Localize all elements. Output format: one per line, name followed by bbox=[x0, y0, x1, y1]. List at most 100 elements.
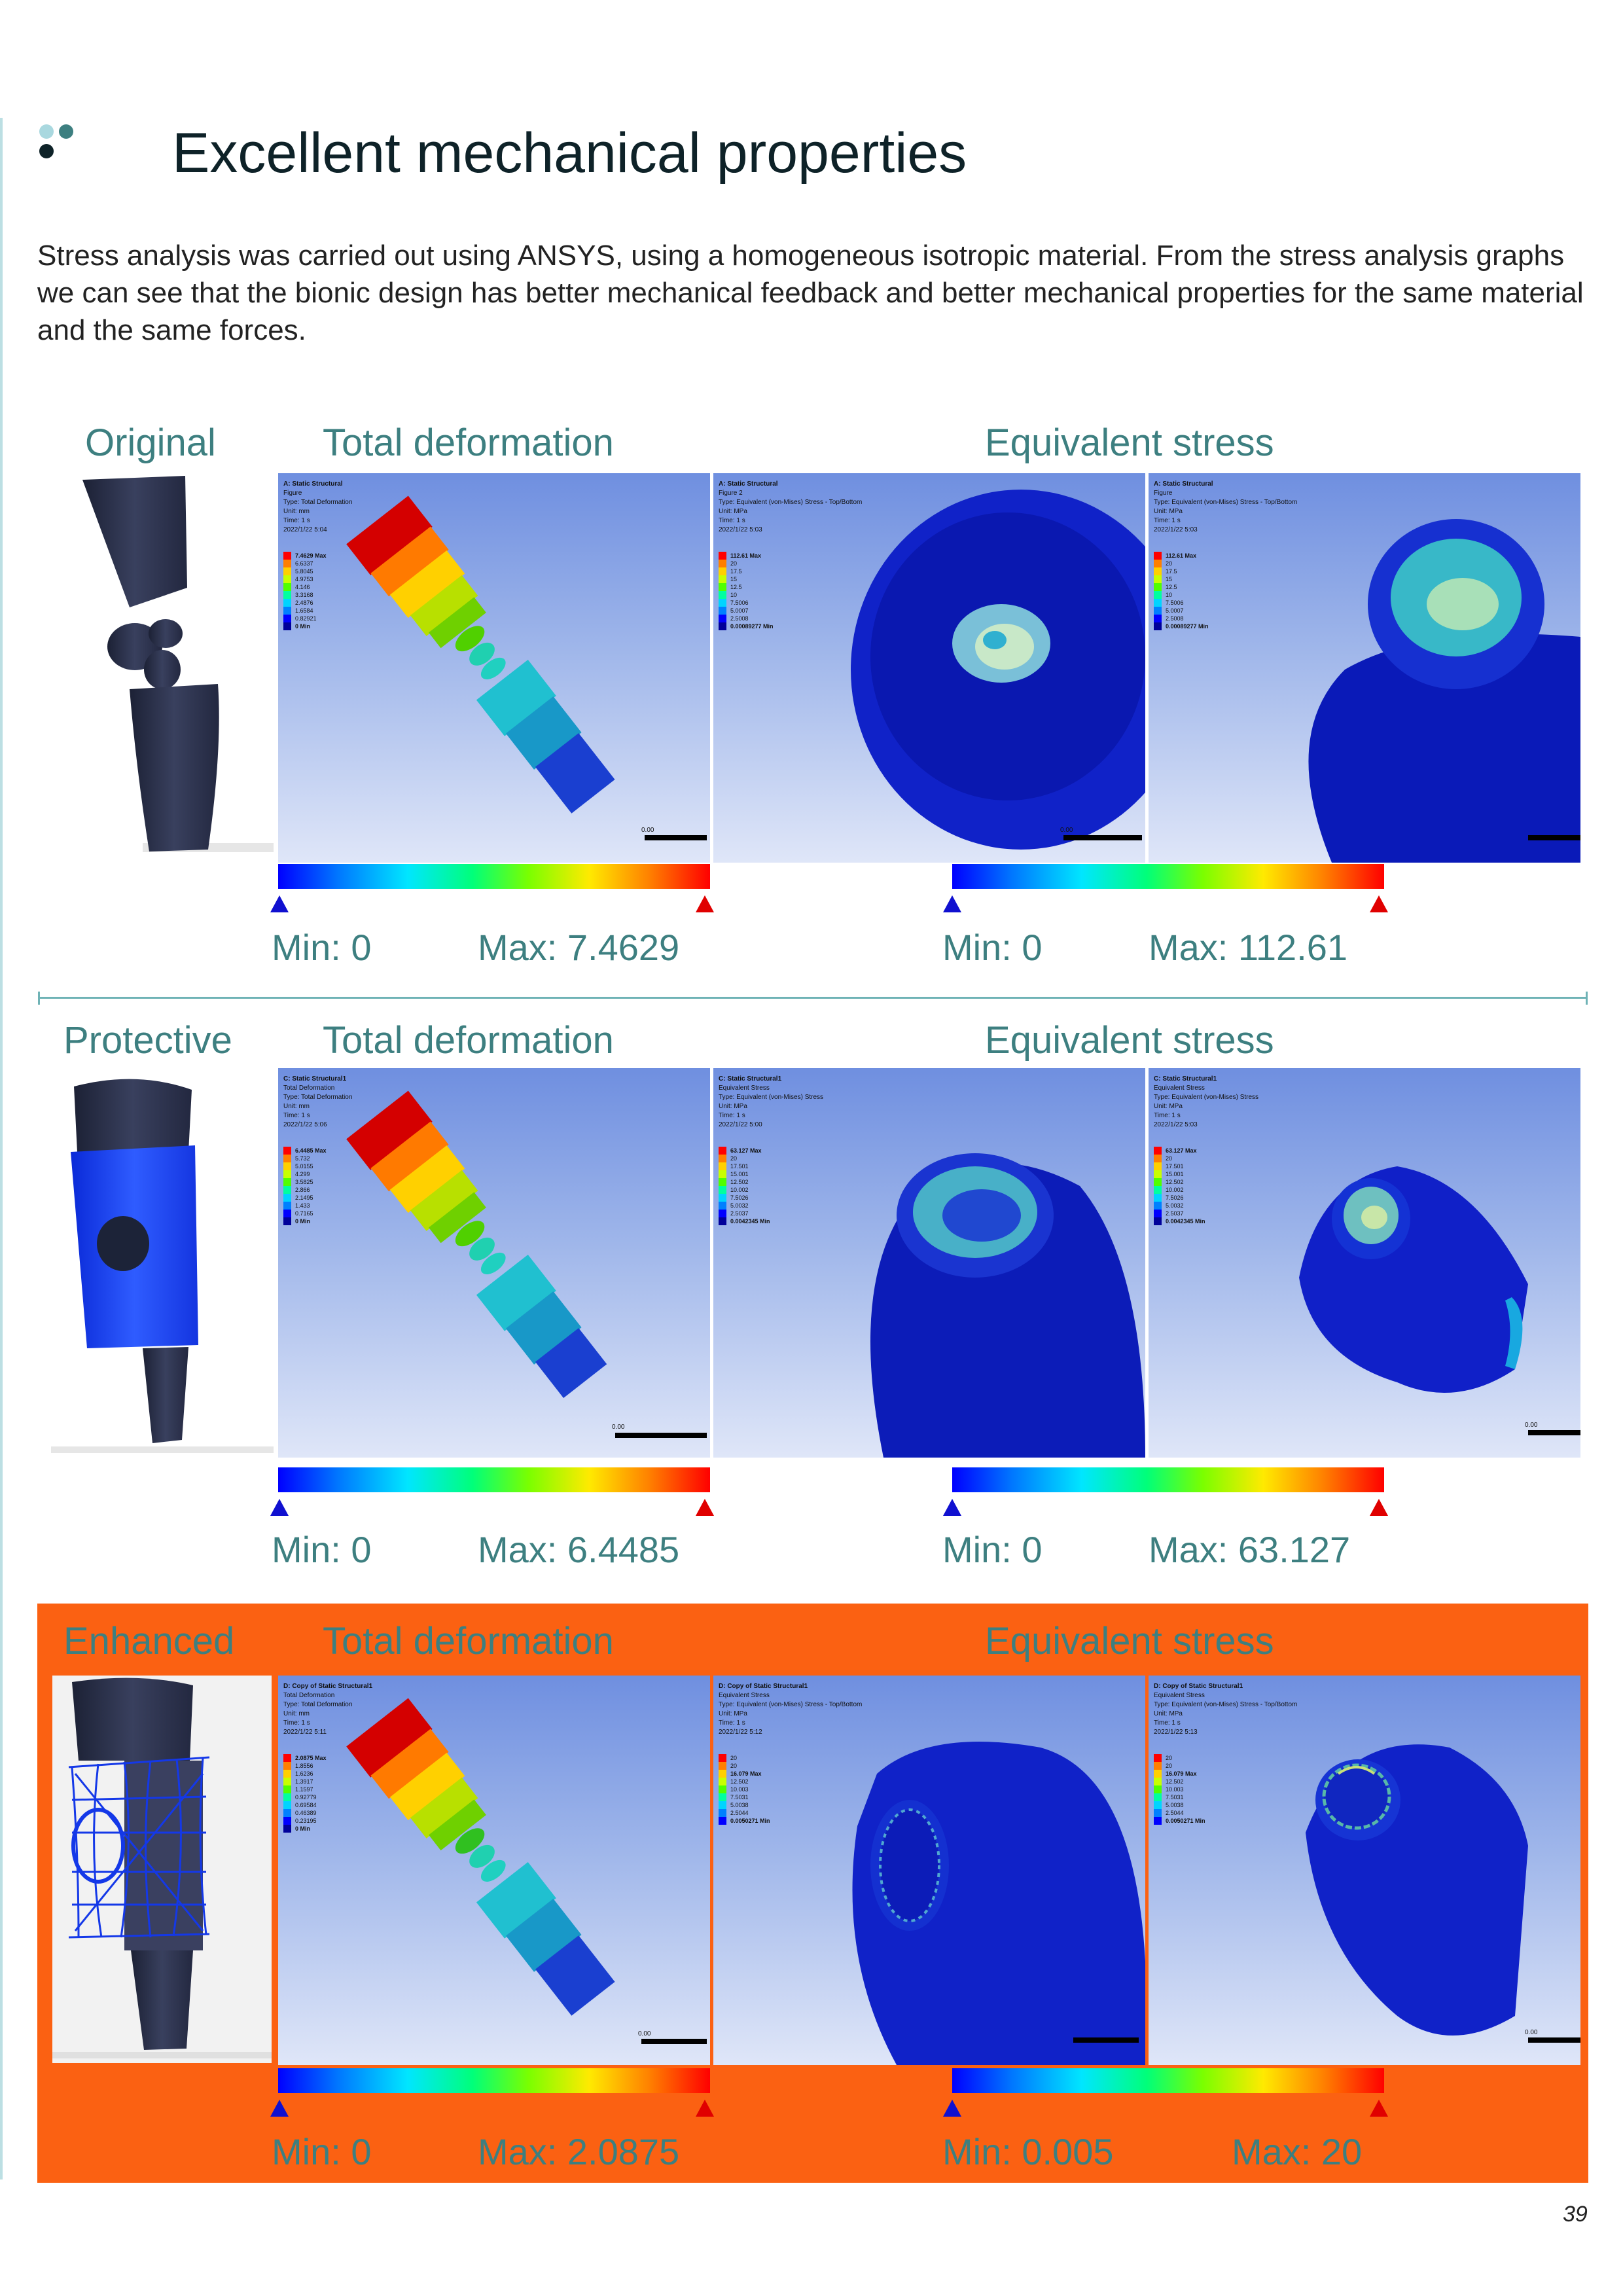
original-prosthesis-render bbox=[51, 473, 274, 859]
deformation-max-value: Max: 7.4629 bbox=[478, 927, 680, 968]
scale-bar bbox=[1528, 835, 1580, 840]
stress-color-bar bbox=[952, 2068, 1384, 2093]
max-marker bbox=[1370, 2100, 1388, 2117]
legend-swatches bbox=[719, 1147, 726, 1225]
scale-label: 0.00 bbox=[1525, 1422, 1538, 1429]
stress-max-value: Max: 112.61 bbox=[1149, 927, 1348, 968]
stress-model-render bbox=[1299, 1166, 1528, 1393]
header-total-deformation: Total deformation bbox=[323, 1620, 614, 1662]
color-legend: 6.4485 Max 5.732 5.0155 4.299 3.5825 2.866 2.1… bbox=[283, 1147, 327, 1225]
stress-color-bar bbox=[952, 1467, 1384, 1492]
panel-header: A: Static Structural Figure Type: Equivale… bbox=[1154, 480, 1298, 533]
deformation-model-render bbox=[346, 1090, 607, 1398]
legend-swatches bbox=[719, 1754, 726, 1825]
ansys-panel-enhanced-deformation: D: Copy of Static Structural1 Total Defor… bbox=[278, 1676, 710, 2065]
color-legend: 112.61 Max 20 17.5 15 12.5 10 7.5006 5.0007 2.50… bbox=[1154, 552, 1209, 630]
color-legend: 7.4629 Max 6.6337 5.8045 4.9753 4.146 3.3168 2… bbox=[283, 552, 327, 630]
logo-dot-dark bbox=[39, 144, 54, 158]
ansys-panel-original-stress-side: A: Static Structural Figure Type: Equivale… bbox=[1149, 473, 1580, 863]
header-total-deformation: Total deformation bbox=[323, 1019, 614, 1062]
deformation-min-value: Min: 0 bbox=[272, 2131, 372, 2172]
stress-model-render bbox=[852, 1742, 1145, 2065]
legend-swatches bbox=[719, 552, 726, 630]
header-total-deformation: Total deformation bbox=[323, 422, 614, 464]
stress-model-render bbox=[1306, 1744, 1528, 2036]
color-legend: 2.0875 Max 1.8556 1.6236 1.3917 1.1597 0.9277… bbox=[283, 1754, 327, 1833]
color-legend: 63.127 Max 20 17.501 15.001 12.502 10.002 7.50… bbox=[719, 1147, 770, 1225]
stress-color-bar bbox=[952, 864, 1384, 889]
scale-bar bbox=[615, 1433, 707, 1438]
scale-bar bbox=[1063, 835, 1142, 840]
divider-cap-left bbox=[38, 992, 40, 1005]
deformation-max-value: Max: 2.0875 bbox=[478, 2131, 680, 2172]
min-marker bbox=[943, 895, 961, 912]
stress-max-value: Max: 20 bbox=[1232, 2131, 1363, 2172]
panel-header: A: Static Structural Figure Type: Total De… bbox=[283, 480, 353, 533]
scale-bar bbox=[641, 2039, 707, 2044]
min-marker bbox=[270, 2100, 289, 2117]
row-label-original: Original bbox=[85, 422, 216, 464]
panel-header: D: Copy of Static Structural1 Equivalent … bbox=[719, 1683, 863, 1736]
legend-swatches bbox=[283, 1147, 291, 1225]
ansys-panel-enhanced-stress-top: D: Copy of Static Structural1 Equivalent … bbox=[713, 1676, 1145, 2065]
color-legend: 20 20 16.079 Max 12.502 10.003 7.5031 5.0038 2.… bbox=[719, 1754, 770, 1825]
left-accent-bar bbox=[0, 118, 3, 2179]
section-divider bbox=[38, 997, 1588, 999]
row-label-enhanced: Enhanced bbox=[63, 1620, 235, 1662]
stress-min-value: Min: 0.005 bbox=[942, 2131, 1114, 2172]
stress-min-value: Min: 0 bbox=[942, 927, 1043, 968]
header-equivalent-stress: Equivalent stress bbox=[985, 422, 1274, 464]
page-number: 39 bbox=[1563, 2202, 1588, 2227]
scale-label: 0.00 bbox=[1060, 827, 1073, 834]
scale-label: 0.00 bbox=[641, 827, 654, 834]
legend-swatches bbox=[1154, 1147, 1162, 1225]
scale-bar bbox=[645, 835, 707, 840]
intro-paragraph: Stress analysis was carried out using AN… bbox=[37, 240, 1584, 346]
ansys-panel-protective-deformation: C: Static Structural1 Total Deformation Ty… bbox=[278, 1068, 710, 1458]
deformation-min-value: Min: 0 bbox=[272, 927, 372, 968]
scale-label: 0.00 bbox=[638, 2030, 651, 2037]
color-legend: 20 20 16.079 Max 12.502 10.003 7.5031 5.0038 2.… bbox=[1154, 1754, 1205, 1825]
max-marker bbox=[696, 2100, 714, 2117]
panel-header: D: Copy of Static Structural1 Total Defor… bbox=[283, 1683, 373, 1736]
deformation-model-render bbox=[346, 495, 615, 814]
min-marker bbox=[943, 1499, 961, 1516]
deformation-model-render bbox=[346, 1698, 615, 2016]
divider-cap-right bbox=[1586, 992, 1588, 1005]
logo-dot-teal bbox=[59, 124, 73, 139]
legend-swatches bbox=[1154, 1754, 1162, 1825]
ansys-panel-original-stress-top: A: Static Structural Figure 2 Type: Equiva… bbox=[713, 473, 1145, 863]
scale-bar bbox=[1073, 2037, 1139, 2043]
color-legend: 63.127 Max 20 17.501 15.001 12.502 10.002 7.50… bbox=[1154, 1147, 1205, 1225]
protective-prosthesis-render bbox=[51, 1073, 274, 1460]
max-marker bbox=[1370, 895, 1388, 912]
panel-header: C: Static Structural1 Equivalent Stress Ty… bbox=[1154, 1075, 1259, 1128]
color-legend: 112.61 Max 20 17.5 15 12.5 10 7.5006 5.0007 2.50… bbox=[719, 552, 774, 630]
scale-bar bbox=[1528, 1430, 1580, 1435]
panel-header: A: Static Structural Figure 2 Type: Equiva… bbox=[719, 480, 863, 533]
deformation-color-bar bbox=[278, 1467, 710, 1492]
ansys-panel-enhanced-stress-side: D: Copy of Static Structural1 Equivalent … bbox=[1149, 1676, 1580, 2065]
header-equivalent-stress: Equivalent stress bbox=[985, 1620, 1274, 1662]
stress-min-value: Min: 0 bbox=[942, 1529, 1043, 1570]
max-marker bbox=[696, 1499, 714, 1516]
stress-model-render bbox=[851, 490, 1145, 850]
deformation-color-bar bbox=[278, 864, 710, 889]
scale-bar bbox=[1528, 2037, 1580, 2043]
min-marker bbox=[270, 1499, 289, 1516]
row-label-protective: Protective bbox=[63, 1019, 232, 1062]
stress-model-render bbox=[870, 1153, 1145, 1458]
ansys-panel-protective-stress-top: C: Static Structural1 Equivalent Stress Ty… bbox=[713, 1068, 1145, 1458]
ansys-panel-original-deformation: A: Static Structural Figure Type: Total De… bbox=[278, 473, 710, 863]
max-marker bbox=[696, 895, 714, 912]
legend-swatches bbox=[1154, 552, 1162, 630]
deformation-color-bar bbox=[278, 2068, 710, 2093]
scale-label: 0.00 bbox=[612, 1424, 625, 1431]
max-marker bbox=[1370, 1499, 1388, 1516]
scale-label: 0.00 bbox=[1525, 2029, 1538, 2036]
logo-dot-light bbox=[39, 124, 54, 139]
stress-model-render bbox=[1308, 519, 1580, 863]
min-marker bbox=[270, 895, 289, 912]
enhanced-prosthesis-render bbox=[52, 1676, 272, 2063]
ansys-panel-protective-stress-side: C: Static Structural1 Equivalent Stress Ty… bbox=[1149, 1068, 1580, 1458]
